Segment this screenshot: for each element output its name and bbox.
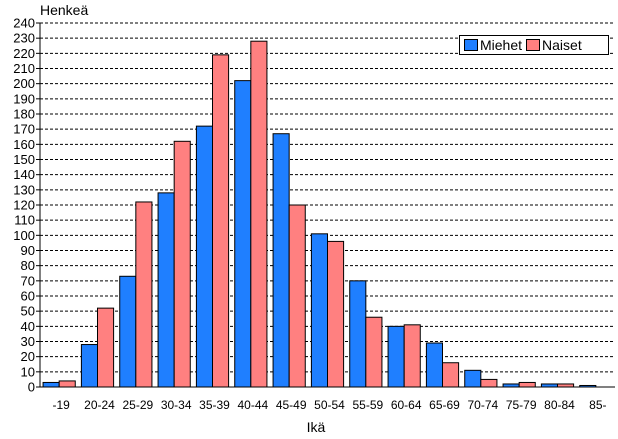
bar-miehet [349, 280, 367, 388]
y-tick-label: 90 [21, 243, 35, 258]
bar-naiset [403, 324, 421, 388]
y-tick-label: 20 [21, 349, 35, 364]
bar-miehet [234, 80, 252, 388]
y-tick-label: 0 [28, 380, 35, 395]
bar-naiset [288, 204, 306, 388]
bar-miehet [157, 192, 175, 388]
bar-naiset [442, 362, 460, 388]
bar-naiset [250, 40, 268, 388]
bar-naiset [135, 201, 153, 388]
y-tick-label: 240 [13, 16, 35, 31]
y-tick-label: 180 [13, 107, 35, 122]
bar-miehet [425, 342, 443, 388]
y-tick-label: 140 [13, 167, 35, 182]
bar-naiset [327, 240, 345, 388]
y-axis-title: Henkeä [40, 2, 89, 18]
x-tick-label: 65-69 [429, 398, 460, 412]
y-tick-label: 200 [13, 76, 35, 91]
bar-miehet [80, 344, 99, 388]
y-tick-label: 60 [21, 289, 35, 304]
legend: Miehet Naiset [459, 35, 609, 55]
x-tick-label: 55-59 [352, 398, 383, 412]
y-tick-label: 120 [13, 198, 35, 213]
x-tick-label: 75-79 [506, 398, 537, 412]
y-tick-label: 190 [13, 91, 35, 106]
legend-label-miehet: Miehet [480, 37, 523, 53]
bar-naiset [365, 316, 383, 388]
bar-miehet [387, 325, 405, 388]
x-tick-label: 50-54 [314, 398, 345, 412]
y-tick-label: 40 [21, 319, 35, 334]
bar-miehet [119, 275, 137, 388]
x-tick-label: 45-49 [276, 398, 307, 412]
legend-swatch-miehet [464, 39, 478, 51]
bar-naiset [212, 54, 230, 388]
x-tick-label: 70-74 [467, 398, 498, 412]
bar-naiset [480, 378, 498, 388]
y-tick-label: 150 [13, 152, 35, 167]
x-axis-title: Ikä [306, 419, 326, 435]
bar-miehet [272, 133, 290, 388]
y-tick-label: 30 [21, 334, 35, 349]
bar-naiset [557, 383, 575, 388]
x-tick-label: 40-44 [237, 398, 268, 412]
bar-miehet [464, 369, 482, 388]
y-tick-label: 80 [21, 258, 35, 273]
bar-miehet [579, 384, 597, 388]
bar-naiset [97, 307, 115, 388]
bar-naiset [58, 380, 76, 388]
y-tick-label: 110 [14, 213, 35, 228]
y-tick-label: 50 [21, 304, 35, 319]
x-tick-label: -19 [52, 398, 70, 412]
bar-miehet [502, 383, 520, 388]
y-tick-label: 100 [13, 228, 35, 243]
x-tick-label: 25-29 [122, 398, 153, 412]
x-tick-label: 20-24 [84, 398, 115, 412]
bar-miehet [310, 233, 328, 388]
y-tick-label: 70 [21, 273, 35, 288]
y-tick-label: 160 [13, 137, 35, 152]
y-tick-label: 130 [13, 182, 35, 197]
legend-swatch-naiset [526, 39, 541, 51]
x-tick-label: 60-64 [391, 398, 422, 412]
y-tick-label: 230 [13, 31, 35, 46]
bar-miehet [540, 383, 559, 388]
x-tick-label: 85- [589, 398, 606, 412]
y-tick-label: 220 [13, 46, 35, 61]
bar-miehet [42, 381, 60, 388]
y-tick-label: 170 [13, 122, 35, 137]
bar-naiset [518, 381, 536, 388]
bar-miehet [195, 125, 213, 388]
y-tick-label: 10 [21, 364, 35, 379]
x-tick-label: 35-39 [199, 398, 230, 412]
legend-item-naiset: Naiset [526, 37, 582, 53]
y-tick-label: 210 [13, 61, 35, 76]
legend-item-miehet: Miehet [464, 37, 522, 53]
x-tick-label: 80-84 [544, 398, 575, 412]
x-tick-label: 30-34 [161, 398, 192, 412]
bar-naiset [173, 140, 191, 388]
legend-label-naiset: Naiset [542, 37, 582, 53]
